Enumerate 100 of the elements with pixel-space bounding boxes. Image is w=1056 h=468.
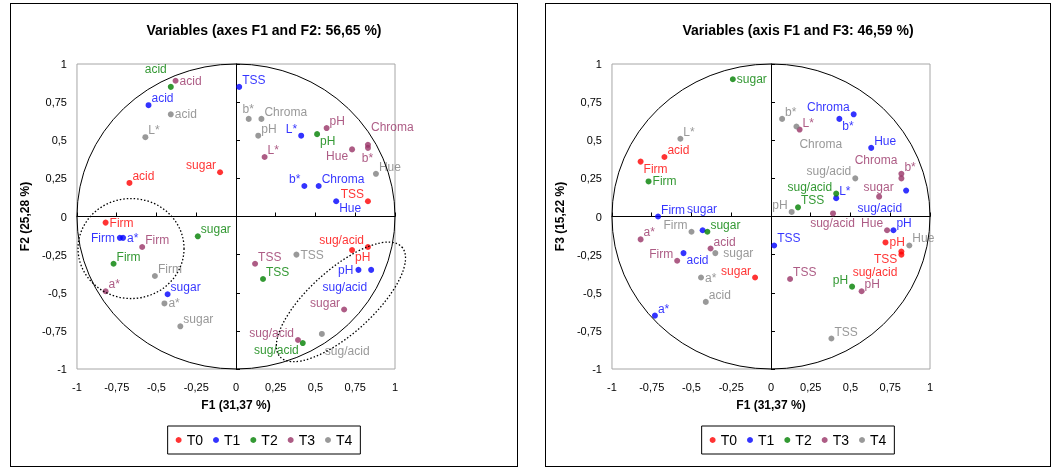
point <box>167 83 174 90</box>
point <box>252 260 259 267</box>
data-label: b* <box>242 101 255 116</box>
point <box>828 335 835 342</box>
point <box>637 236 644 243</box>
point <box>120 234 127 241</box>
point <box>139 244 146 250</box>
x-tick-label: -1 <box>72 380 82 393</box>
x-tick-label: 0,5 <box>842 380 859 393</box>
data-label: sug/acid <box>319 233 364 247</box>
x-tick-label: 0,75 <box>879 380 901 393</box>
legend-label: T1 <box>757 432 775 448</box>
data-label: sug/acid <box>254 343 299 358</box>
x-tick-label: 0 <box>232 380 240 393</box>
point <box>255 132 262 139</box>
x-tick-label: -0,25 <box>718 380 744 393</box>
point <box>315 183 322 189</box>
point <box>194 233 201 240</box>
data-label: b* <box>904 159 917 174</box>
point <box>795 204 802 211</box>
data-label: Chroma <box>854 153 898 168</box>
point <box>729 76 736 83</box>
point <box>172 77 179 84</box>
y-tick-label: -1 <box>592 363 602 375</box>
point <box>858 288 865 295</box>
data-label: a* <box>705 270 717 285</box>
point <box>771 242 778 249</box>
data-label: sugar <box>710 217 741 232</box>
data-label: Firm <box>643 161 668 176</box>
point <box>164 291 171 298</box>
data-label: sugar <box>170 280 201 295</box>
data-label: Firm <box>116 249 141 264</box>
point <box>651 312 658 319</box>
point <box>349 146 356 153</box>
y-tick-label: -0,25 <box>576 248 602 261</box>
data-label: L* <box>683 124 696 139</box>
data-label: Chroma <box>806 100 850 115</box>
legend-label: T2 <box>261 432 278 448</box>
data-label: sugar <box>721 263 752 278</box>
data-label: Firm <box>661 202 686 217</box>
point <box>142 134 149 141</box>
point <box>372 170 379 177</box>
data-label: sugar <box>687 202 718 217</box>
data-label: b* <box>289 172 301 186</box>
point <box>110 260 117 267</box>
data-label: L* <box>802 115 815 130</box>
data-label: sugar <box>183 312 214 327</box>
legend-label: T0 <box>186 432 204 448</box>
y-tick-label: -0,25 <box>41 248 67 261</box>
y-tick-label: 0,75 <box>45 96 67 109</box>
point <box>645 178 652 185</box>
data-label: Hue <box>874 133 897 148</box>
data-label: pH <box>320 134 336 149</box>
data-label: Firm <box>652 174 677 189</box>
data-label: b* <box>361 150 374 165</box>
y-tick-label: 0,25 <box>45 172 67 185</box>
data-label: TSS <box>874 251 898 266</box>
data-label: acid <box>174 107 197 122</box>
legend-label: T4 <box>870 432 887 448</box>
data-label: L* <box>285 121 298 136</box>
point <box>245 115 252 122</box>
y-tick-label: 0 <box>60 210 67 223</box>
point <box>295 337 301 344</box>
point <box>126 179 133 186</box>
data-label: TSS <box>801 193 825 208</box>
point <box>674 257 681 264</box>
data-label: acid <box>708 287 731 302</box>
data-label: a* <box>168 296 181 311</box>
legend-label: T1 <box>223 432 241 448</box>
point <box>318 330 325 337</box>
point <box>830 210 836 217</box>
data-label: TSS <box>777 231 801 246</box>
legend-label: T4 <box>336 432 353 448</box>
point <box>833 190 840 197</box>
chart-title: Variables (axes F1 and F2: 56,65 %) <box>146 22 382 38</box>
data-label: b* <box>785 104 797 119</box>
data-label: sugar <box>863 179 894 194</box>
y-axis-title: F3 (15,22 %) <box>553 181 567 252</box>
data-label: sug/acid <box>324 343 370 358</box>
data-label: pH <box>896 216 912 231</box>
legend-label: T2 <box>795 432 812 448</box>
point <box>177 323 184 330</box>
point <box>258 115 265 122</box>
y-tick-label: 0 <box>595 210 602 223</box>
x-tick-label: -0,5 <box>146 380 166 393</box>
y-tick-label: 0,75 <box>580 96 602 109</box>
data-label: acid <box>132 168 155 183</box>
x-tick-label: -0,5 <box>681 380 701 393</box>
point <box>161 300 168 307</box>
point <box>903 187 910 194</box>
data-label: Hue <box>861 216 884 231</box>
data-label: b* <box>842 118 855 133</box>
data-label: Chroma <box>321 172 365 186</box>
point <box>323 125 330 132</box>
point <box>368 266 375 273</box>
data-label: L* <box>839 184 851 199</box>
data-label: Hue <box>339 201 362 216</box>
point <box>293 251 300 258</box>
point <box>261 154 268 161</box>
point <box>677 135 684 142</box>
